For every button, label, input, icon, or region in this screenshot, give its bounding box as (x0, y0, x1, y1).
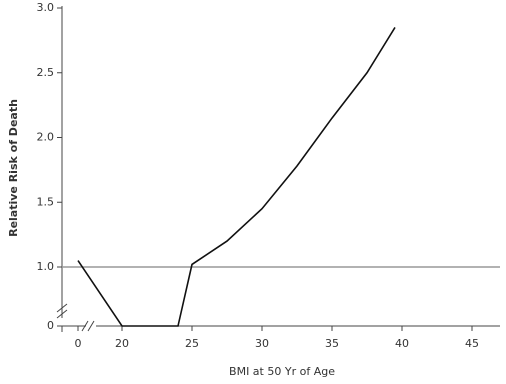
x-tick-label: 25 (185, 337, 199, 350)
x-axis-label: BMI at 50 Yr of Age (229, 365, 335, 378)
y-tick-label: 3.0 (37, 1, 55, 14)
axis-break (56, 303, 95, 332)
y-tick-label: 0 (47, 319, 54, 332)
x-tick-label: 40 (395, 337, 409, 350)
curve (77, 27, 396, 327)
x-tick-label: 35 (325, 337, 339, 350)
x-tick-label: 30 (255, 337, 269, 350)
y-tick-label: 2.5 (37, 66, 55, 79)
x-tick-label: 20 (115, 337, 129, 350)
y-axis-label: Relative Risk of Death (7, 99, 20, 237)
x-tick-label: 45 (465, 337, 479, 350)
y-tick-label: 1.5 (37, 195, 55, 208)
y-tick-label: 1.0 (37, 260, 55, 273)
x-tick-label: 0 (75, 337, 82, 350)
y-tick-label: 2.0 (37, 131, 55, 144)
